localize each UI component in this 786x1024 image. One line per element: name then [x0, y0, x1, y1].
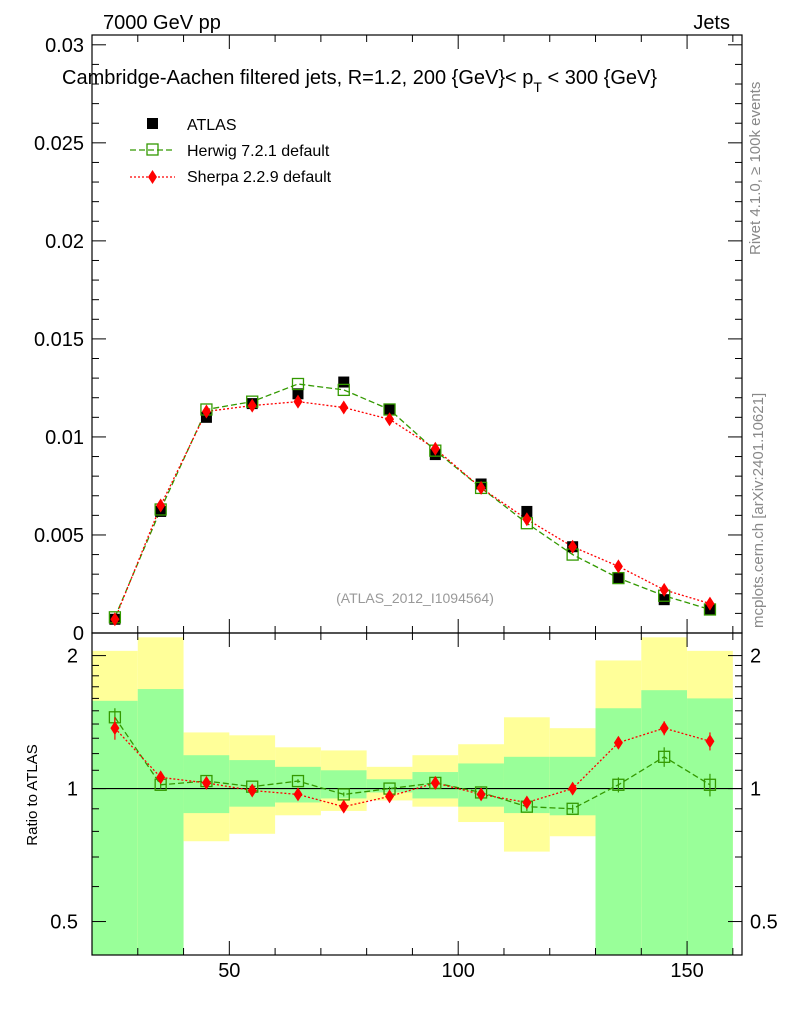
sherpa-point: [201, 404, 211, 419]
atlas-point: [521, 505, 533, 517]
ratio-series: [108, 708, 717, 815]
band-green: [229, 760, 276, 807]
ratio-y-tick-label-right: 1: [750, 779, 761, 801]
plot-title-main: Cambridge-Aachen filtered jets, R=1.2, 2…: [62, 67, 533, 89]
herwig-point: [337, 383, 350, 397]
main-axes: 0 0.005 0.01 0.015 0.02 0.025 0.03: [34, 35, 742, 645]
atlas-point: [658, 594, 670, 606]
header-left: 7000 GeV pp: [103, 12, 221, 34]
sherpa-point: [613, 559, 623, 574]
sherpa-point: [659, 582, 669, 597]
legend-herwig-marker: [146, 143, 159, 156]
ratio-sherpa-point: [293, 787, 303, 802]
rivet-label: Rivet 4.1.0, ≥ 100k events: [747, 82, 764, 255]
ratio-sherpa-point: [568, 781, 578, 796]
ratio-herwig-line: [114, 716, 711, 810]
atlas-point: [612, 572, 624, 584]
sherpa-point: [568, 539, 578, 554]
x-tick-label: 150: [670, 960, 703, 982]
herwig-point: [291, 377, 305, 391]
ratio-sherpa-point: [385, 789, 395, 804]
ratio-y-label: Ratio to ATLAS: [24, 744, 41, 845]
ratio-y-tick-label: 2: [67, 646, 78, 668]
ratio-herwig-point: [291, 774, 305, 788]
main-series: [108, 376, 717, 627]
ratio-sherpa-point: [339, 799, 349, 814]
sherpa-point: [339, 400, 349, 415]
ratio-sherpa-point: [247, 783, 257, 798]
sherpa-line: [114, 400, 711, 620]
legend-sherpa-marker: [148, 170, 157, 184]
y-tick-label: 0.03: [45, 35, 84, 57]
ratio-y-tick-label: 0.5: [50, 912, 78, 934]
ratio-sherpa-point: [430, 775, 440, 790]
y-tick-label: 0.02: [45, 231, 84, 253]
ratio-sherpa-point: [476, 787, 486, 802]
plot-title-sub: T: [533, 79, 542, 95]
ratio-sherpa-line: [114, 727, 711, 808]
plot-title-tail: < 300 {GeV}: [542, 67, 657, 89]
y-tick-label: 0.025: [34, 133, 84, 155]
atlas-point: [384, 403, 396, 415]
ratio-sherpa-point: [110, 721, 120, 736]
ratio-y-tick-label-right: 0.5: [750, 912, 778, 934]
legend-atlas-label: ATLAS: [187, 117, 237, 134]
sherpa-point: [476, 480, 486, 495]
sherpa-point: [110, 612, 120, 627]
sherpa-point: [247, 398, 257, 413]
ratio-sherpa-point: [156, 770, 166, 785]
ratio-herwig-point: [566, 802, 579, 815]
y-tick-label: 0: [73, 623, 84, 645]
legend-atlas-marker: [147, 118, 158, 129]
legend-herwig-label: Herwig 7.2.1 default: [187, 143, 330, 160]
ratio-axes: 0.5 0.5 1 1 2 2 50 100 150: [50, 633, 778, 982]
ratio-bands: [92, 637, 733, 955]
band-green: [137, 689, 184, 955]
herwig-line: [114, 383, 711, 618]
ratio-sherpa-point: [522, 795, 532, 810]
ratio-y-tick-label: 1: [67, 779, 78, 801]
ratio-y-tick-label-right: 2: [750, 646, 761, 668]
band-green: [92, 700, 138, 955]
sherpa-point: [522, 512, 532, 527]
ratio-sherpa-point: [201, 775, 211, 790]
y-tick-label: 0.01: [45, 427, 84, 449]
y-tick-label: 0.015: [34, 329, 84, 351]
x-tick-label: 100: [442, 960, 475, 982]
ratio-frame: [91, 632, 743, 956]
ratio-herwig-point: [612, 778, 625, 791]
ratio-herwig-point: [703, 778, 717, 791]
sherpa-point: [430, 441, 440, 456]
sherpa-point: [705, 596, 715, 611]
sherpa-point: [385, 412, 395, 427]
legend: ATLAS Herwig 7.2.1 default Sherpa 2.2.9 …: [130, 117, 332, 186]
plot-title: Cambridge-Aachen filtered jets, R=1.2, 2…: [62, 67, 657, 95]
mcplots-label: mcplots.cern.ch [arXiv:2401.10621]: [750, 393, 767, 628]
ratio-sherpa-point: [659, 721, 669, 736]
atlas-point: [338, 376, 350, 388]
y-tick-label: 0.005: [34, 525, 84, 547]
sherpa-point: [156, 498, 166, 513]
legend-sherpa-label: Sherpa 2.2.9 default: [187, 169, 332, 186]
x-tick-label: 50: [218, 960, 240, 982]
header-right: Jets: [693, 12, 730, 34]
ratio-sherpa-point: [613, 735, 623, 750]
watermark: (ATLAS_2012_I1094564): [336, 590, 494, 606]
sherpa-point: [293, 394, 303, 409]
atlas-point: [292, 388, 304, 400]
ratio-herwig-point: [658, 750, 671, 763]
ratio-sherpa-point: [705, 734, 715, 749]
